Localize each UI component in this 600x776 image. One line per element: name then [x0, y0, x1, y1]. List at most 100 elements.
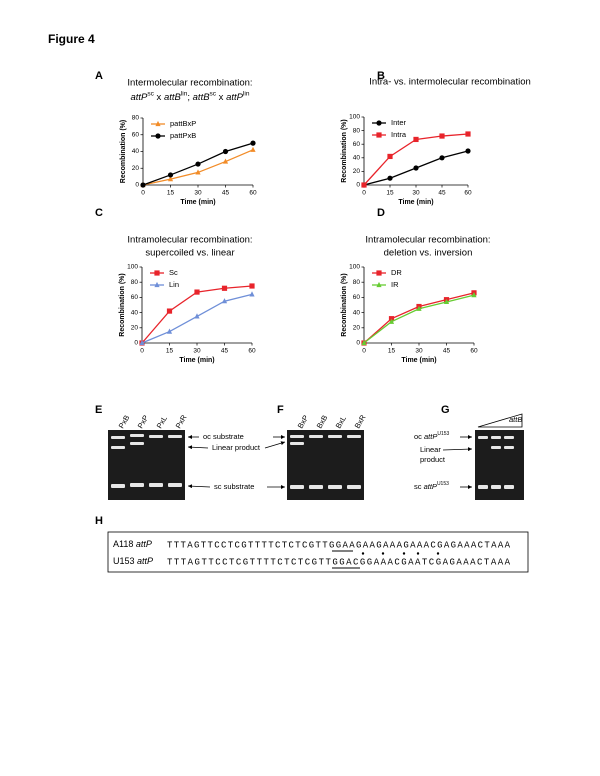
x-tick-label: 0 — [141, 190, 145, 197]
x-tick-label: 0 — [362, 348, 366, 355]
x-tick-label: 45 — [222, 190, 230, 197]
y-tick-label: 40 — [132, 148, 140, 155]
marker — [413, 136, 419, 143]
legend-label: DR — [391, 268, 402, 277]
site: attP — [137, 556, 153, 566]
legend-label: pattPxB — [170, 131, 196, 140]
x-tick-label: 15 — [167, 190, 175, 197]
x-tick-label: 45 — [438, 190, 446, 197]
y-axis-label: Recombination (%) — [120, 120, 127, 183]
panel-letter: G — [441, 404, 450, 416]
y-tick-label: 60 — [353, 141, 361, 148]
lane-label: PxP — [136, 414, 151, 430]
marker — [465, 148, 471, 154]
figure-title: Figure 4 — [48, 32, 95, 46]
gel-label: sc substrate — [214, 482, 254, 491]
chart-title: Intramolecular recombination: — [127, 235, 252, 246]
y-tick-label: 40 — [353, 309, 361, 316]
x-tick-label: 45 — [221, 348, 229, 355]
panel-letter: A — [95, 70, 103, 82]
x-tick-label: 0 — [362, 190, 366, 197]
marker — [471, 292, 477, 298]
wedge-label: attB — [509, 415, 522, 424]
marker — [387, 153, 393, 160]
underlines — [332, 550, 360, 569]
lane-label: BxR — [353, 413, 368, 430]
chart: D Intramolecular recombination: deletion v… — [341, 207, 491, 364]
chart-subtitle: supercoiled vs. linear — [145, 248, 234, 259]
arrows — [442, 435, 473, 489]
lane-label: PxB — [117, 414, 132, 430]
y-axis-label: Recombination (%) — [119, 273, 126, 336]
marker — [195, 169, 201, 175]
gel-bands — [290, 435, 361, 489]
x-tick-label: 30 — [193, 348, 201, 355]
panel-letter: F — [277, 404, 284, 416]
marker — [221, 298, 228, 304]
label-part: U153 — [437, 431, 449, 437]
subtitle-part: x — [216, 92, 226, 103]
gel-panel-g: G attB oc attPU153 Linear product sc att… — [414, 404, 524, 500]
y-tick-label: 20 — [353, 325, 361, 332]
gel-panel-e: E PxB PxP PxL PxR — [95, 404, 189, 500]
y-tick-label: 20 — [353, 168, 361, 175]
gel-label: product — [420, 455, 446, 464]
chart-title: Intermolecular recombination: — [127, 78, 252, 89]
marker — [155, 133, 161, 139]
chart-title: Intra- vs. intermolecular recombination — [369, 77, 531, 88]
y-tick-label: 100 — [349, 264, 360, 271]
marker — [443, 298, 450, 305]
gel-label: oc substrate — [203, 432, 244, 441]
subtitle-part: x — [154, 92, 164, 103]
lane-label: BxP — [296, 414, 311, 430]
subtitle-part: attP — [131, 92, 149, 103]
marker — [139, 339, 145, 346]
marker — [465, 131, 471, 137]
name: A118 — [113, 539, 133, 549]
y-axis-label: Recombination (%) — [341, 119, 348, 182]
marker — [250, 140, 256, 146]
subtitle-part: ; — [187, 92, 192, 103]
y-tick-label: 0 — [356, 182, 360, 189]
label-part: attP — [424, 482, 437, 491]
marker — [249, 283, 255, 289]
x-tick-label: 30 — [415, 348, 423, 355]
marker — [166, 328, 173, 334]
y-tick-label: 40 — [131, 309, 139, 316]
panel-letter: D — [377, 207, 385, 219]
subtitle-part: lin — [243, 90, 250, 97]
subtitle-part: sc — [210, 90, 217, 97]
x-tick-label: 0 — [140, 348, 144, 355]
panel-letter: B — [377, 70, 385, 82]
y-axis-label: Recombination (%) — [341, 273, 348, 336]
marker — [167, 172, 174, 178]
marker — [376, 281, 382, 288]
marker — [155, 120, 161, 127]
marker — [439, 133, 445, 139]
marker — [167, 176, 174, 182]
chart-title: Intramolecular recombination: — [365, 235, 490, 246]
marker — [166, 308, 173, 314]
y-tick-label: 60 — [131, 294, 139, 301]
chart-subtitle: deletion vs. inversion — [384, 248, 473, 259]
marker — [387, 175, 393, 181]
gel — [108, 430, 185, 500]
label-part: sc — [414, 482, 424, 491]
series-line — [141, 293, 253, 344]
sequence-name: A118 attP — [113, 539, 152, 549]
lane-label: PxL — [155, 414, 169, 430]
x-axis-label: Time (min) — [398, 199, 433, 206]
legend-label: Lin — [169, 280, 179, 289]
arrows — [187, 435, 286, 489]
marker — [222, 148, 229, 155]
chart-subtitle: attPsc x attBlin; attBsc x attPlin — [131, 90, 250, 102]
y-tick-label: 100 — [349, 114, 360, 121]
lane-label: PxR — [174, 413, 189, 430]
y-tick-label: 80 — [132, 115, 140, 122]
chart: C Intramolecular recombination: supercoile… — [95, 207, 256, 364]
y-tick-label: 20 — [132, 165, 140, 172]
x-tick-label: 60 — [249, 190, 257, 197]
label-part: attP — [424, 432, 437, 441]
